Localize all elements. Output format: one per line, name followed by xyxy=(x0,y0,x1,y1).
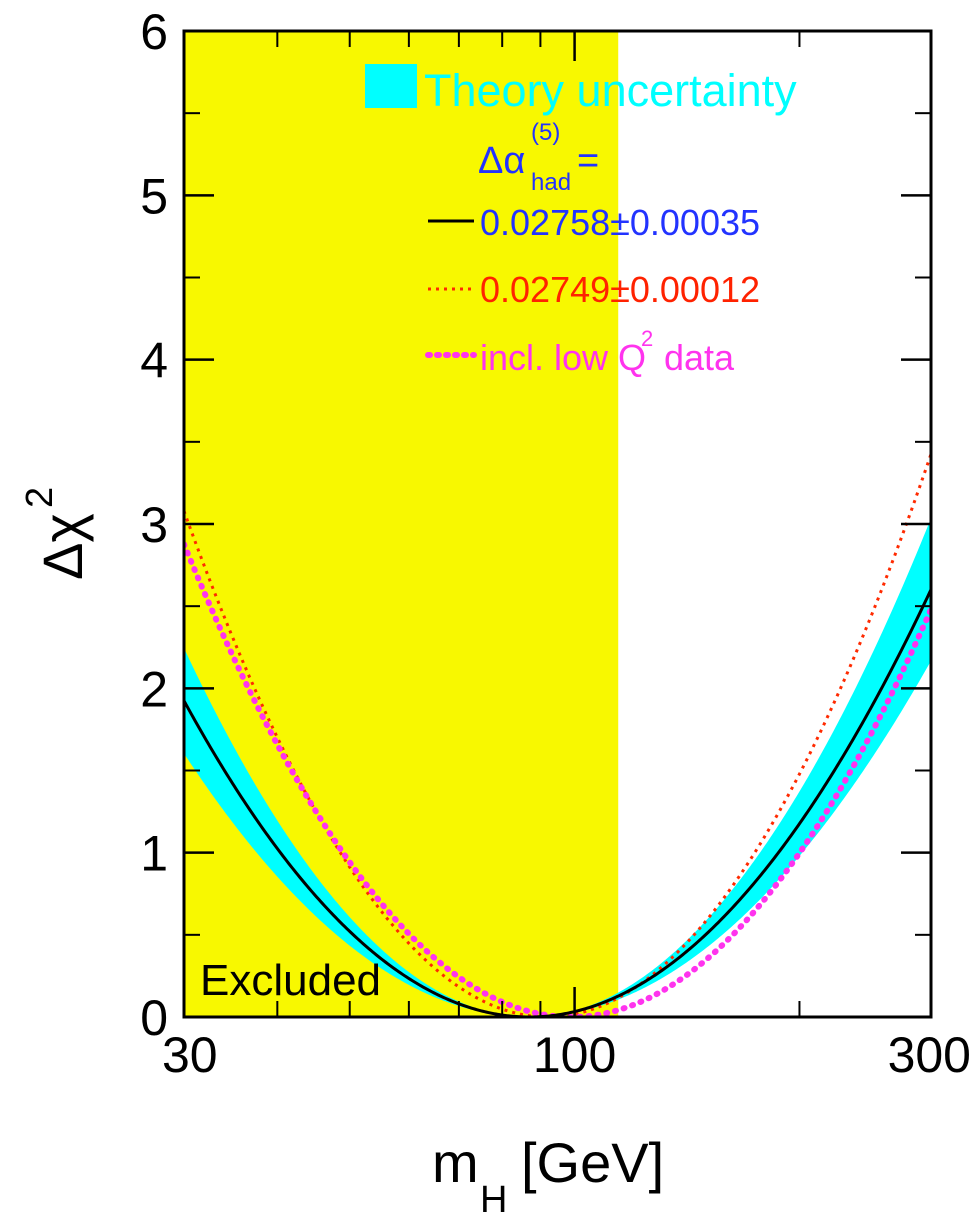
legend-entry-dotted-magenta: incl. low Q xyxy=(480,337,646,378)
x-tick-label: 100 xyxy=(533,1027,616,1083)
legend: Theory uncertainty Δα (5) had = 0.02758±… xyxy=(365,64,797,378)
y-axis-label-sup: 2 xyxy=(19,487,61,508)
legend-header-eq: = xyxy=(577,140,599,182)
y-tick-label: 0 xyxy=(140,990,168,1046)
legend-header-sup: (5) xyxy=(531,119,560,146)
legend-entry-magenta-sup: 2 xyxy=(641,326,653,351)
x-tick-label: 300 xyxy=(888,1027,971,1083)
y-tick-label: 5 xyxy=(140,168,168,224)
legend-header: Δα xyxy=(478,140,525,182)
y-tick-label: 2 xyxy=(140,661,168,717)
curve-central xyxy=(184,588,931,1017)
x-axis-label: m H [GeV] xyxy=(432,1131,664,1221)
legend-band-swatch xyxy=(365,64,417,108)
legend-header-main: Δα xyxy=(478,140,525,182)
excluded-region xyxy=(184,31,619,1017)
y-axis-label-main: Δχ xyxy=(31,513,94,580)
legend-entry-central: 0.02758±0.00035 xyxy=(480,202,760,243)
y-tick-label: 6 xyxy=(140,4,168,60)
x-axis-label-sub: H xyxy=(480,1179,507,1221)
y-axis-label: Δχ 2 xyxy=(19,487,94,580)
y-tick-label: 1 xyxy=(140,826,168,882)
legend-header-sub: had xyxy=(531,169,571,196)
excluded-label: Excluded xyxy=(200,956,381,1005)
legend-entry-magenta-tail: data xyxy=(654,337,735,378)
y-tick-label: 3 xyxy=(140,497,168,553)
x-tick-label: 30 xyxy=(162,1027,218,1083)
curve-dotted-magenta xyxy=(184,541,931,1017)
legend-entry-dotted-red: 0.02749±0.00012 xyxy=(480,269,760,310)
curve-dotted-red xyxy=(184,453,931,1017)
x-axis-label-main: m xyxy=(432,1131,479,1194)
legend-entry-magenta-text: incl. low Q xyxy=(480,337,646,378)
theory-uncertainty-band xyxy=(184,518,931,1017)
y-tick-label: 4 xyxy=(140,333,168,389)
legend-band-label: Theory uncertainty xyxy=(424,65,797,116)
x-axis-label-unit: [GeV] xyxy=(521,1131,664,1194)
